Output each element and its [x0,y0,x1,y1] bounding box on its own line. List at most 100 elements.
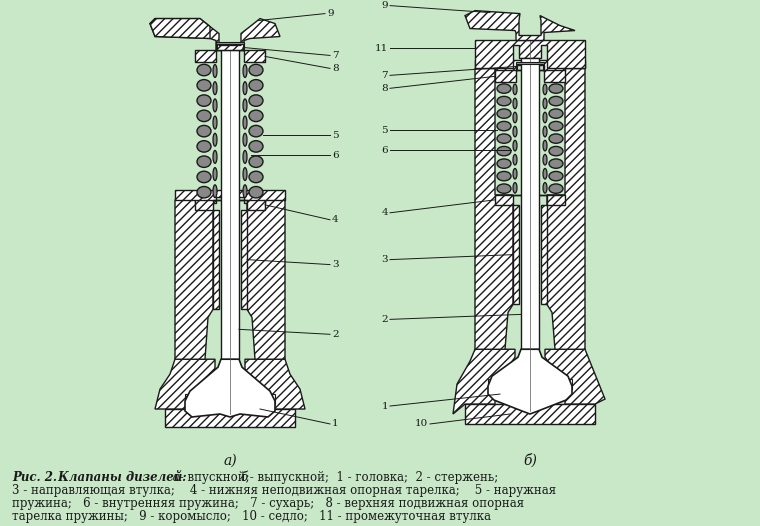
Polygon shape [241,210,247,309]
Text: тарелка пружины;   9 - коромысло;   10 - седло;   11 - промежуточная втулка: тарелка пружины; 9 - коромысло; 10 - сед… [12,510,491,523]
Ellipse shape [549,171,563,181]
Polygon shape [247,200,285,359]
Polygon shape [185,394,192,404]
Ellipse shape [543,140,547,151]
Text: 6: 6 [382,146,388,155]
Polygon shape [545,349,605,404]
Polygon shape [216,43,244,50]
Ellipse shape [249,156,263,167]
Ellipse shape [243,116,247,129]
Ellipse shape [549,109,563,118]
Ellipse shape [513,183,517,193]
Ellipse shape [497,109,511,118]
Ellipse shape [243,185,247,198]
Text: Клапаны дизелей:: Клапаны дизелей: [54,471,187,484]
Text: 6: 6 [332,150,339,159]
Polygon shape [268,394,275,404]
Ellipse shape [243,168,247,180]
Polygon shape [155,359,215,409]
Polygon shape [516,63,544,70]
Text: 10: 10 [415,419,428,429]
Polygon shape [221,50,239,359]
Ellipse shape [243,150,247,164]
Ellipse shape [549,84,563,93]
Ellipse shape [197,110,211,122]
Ellipse shape [497,171,511,181]
Ellipse shape [549,146,563,156]
Text: 3: 3 [382,255,388,264]
Polygon shape [513,205,519,305]
Ellipse shape [543,112,547,123]
Text: 11: 11 [375,44,388,53]
Polygon shape [475,41,585,68]
Text: 3: 3 [332,260,339,269]
Text: 1: 1 [382,401,388,410]
Polygon shape [565,379,572,389]
Ellipse shape [513,155,517,165]
Ellipse shape [497,159,511,168]
Ellipse shape [543,126,547,137]
Polygon shape [245,359,305,409]
Ellipse shape [549,159,563,168]
Ellipse shape [197,171,211,183]
Ellipse shape [213,133,217,146]
Polygon shape [475,68,513,349]
Ellipse shape [513,140,517,151]
Ellipse shape [197,64,211,76]
Polygon shape [541,205,547,305]
Ellipse shape [513,98,517,109]
Text: 4: 4 [382,208,388,217]
Ellipse shape [197,187,211,198]
Ellipse shape [543,168,547,179]
Ellipse shape [249,110,263,122]
Ellipse shape [197,95,211,106]
Text: 5: 5 [382,126,388,135]
Ellipse shape [249,171,263,183]
Ellipse shape [249,187,263,198]
Text: 7: 7 [382,71,388,80]
Ellipse shape [249,125,263,137]
Ellipse shape [497,84,511,93]
Ellipse shape [249,64,263,76]
Polygon shape [185,359,275,417]
Polygon shape [213,210,219,309]
Ellipse shape [213,150,217,164]
Polygon shape [465,404,595,424]
Ellipse shape [197,79,211,91]
Text: - впускной;: - впускной; [176,471,257,484]
Polygon shape [488,379,495,389]
Ellipse shape [543,183,547,193]
Ellipse shape [549,134,563,143]
Ellipse shape [243,65,247,77]
Polygon shape [488,349,572,414]
Ellipse shape [213,82,217,95]
Text: 8: 8 [332,64,339,73]
Text: б): б) [523,453,537,468]
Ellipse shape [497,134,511,143]
Ellipse shape [243,133,247,146]
Polygon shape [195,200,265,210]
Ellipse shape [549,184,563,194]
Polygon shape [165,409,295,427]
Ellipse shape [213,168,217,180]
Ellipse shape [497,96,511,106]
Polygon shape [465,11,575,41]
Text: а): а) [223,454,237,468]
Text: 1: 1 [332,419,339,429]
Text: 4: 4 [332,215,339,224]
Ellipse shape [543,98,547,109]
Ellipse shape [249,140,263,152]
Text: б: б [240,471,247,484]
Ellipse shape [543,84,547,95]
Text: 7: 7 [332,51,339,60]
Polygon shape [521,58,539,349]
Ellipse shape [197,156,211,167]
Text: 9: 9 [327,9,334,18]
Ellipse shape [543,155,547,165]
Polygon shape [175,190,285,203]
Ellipse shape [513,84,517,95]
Text: 8: 8 [382,84,388,93]
Text: 3 - направляющая втулка;    4 - нижняя неподвижная опорная тарелка;    5 - наруж: 3 - направляющая втулка; 4 - нижняя непо… [12,484,556,497]
Polygon shape [453,349,515,414]
Polygon shape [150,18,280,50]
